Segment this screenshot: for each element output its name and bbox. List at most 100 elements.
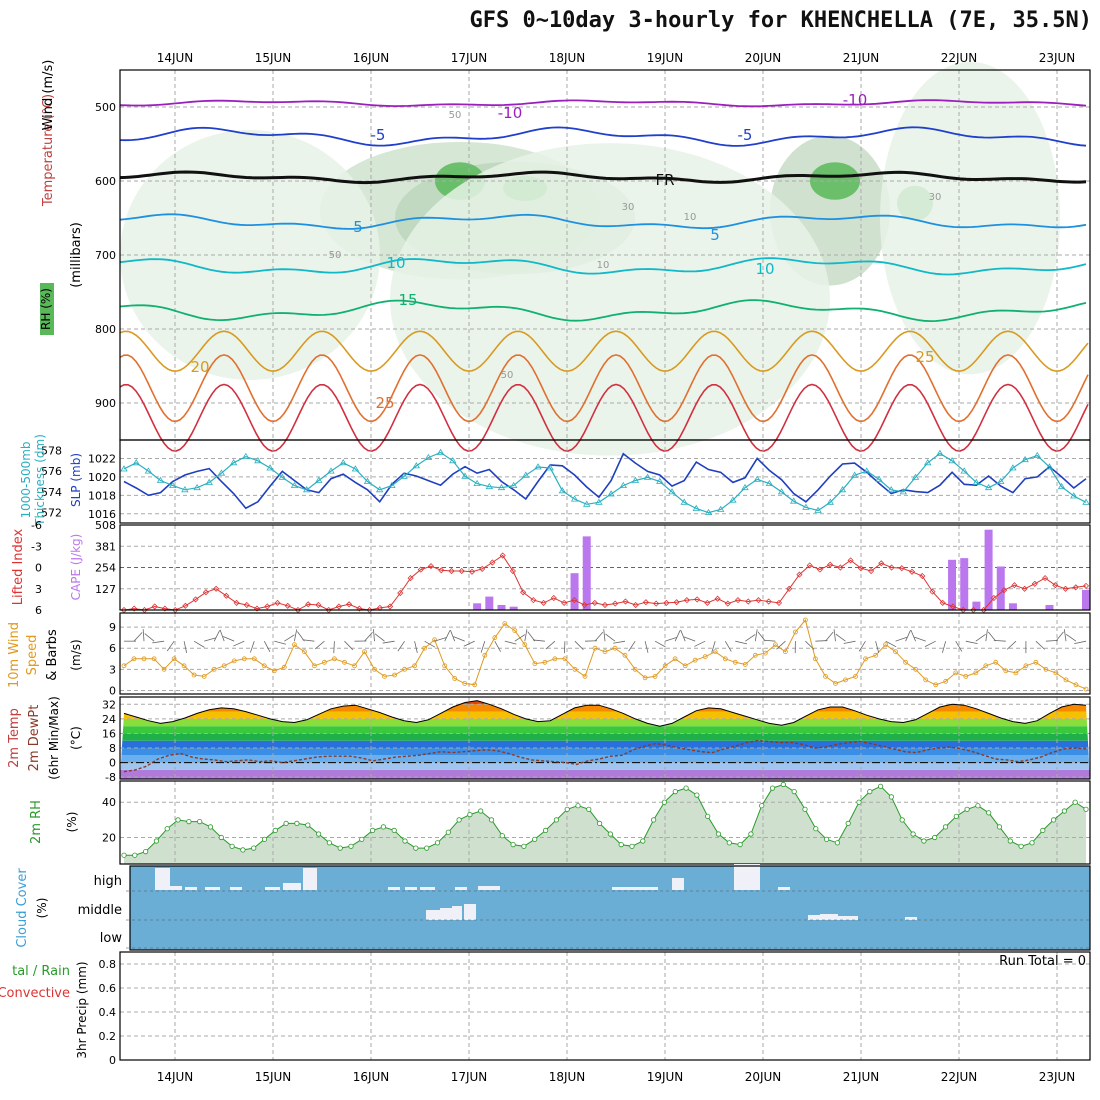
lifted-index-point: [253, 605, 261, 612]
wind-barb: [434, 637, 447, 642]
wind-speed-point: [331, 656, 337, 662]
rh-point: [845, 820, 851, 827]
rh-point: [769, 785, 776, 791]
thickness-point: [168, 481, 177, 489]
wind-barb: [603, 629, 606, 642]
lifted-index-point: [745, 598, 752, 605]
lifted-index-point: [868, 567, 875, 575]
rh-point: [650, 817, 657, 823]
thickness-point: [741, 483, 749, 491]
isotherm-FR: [119, 170, 1087, 185]
wind-barb: [545, 640, 556, 650]
rh-point: [672, 788, 678, 795]
wind-ylabel-4: (m/s): [69, 639, 83, 670]
wind-barb: [724, 640, 732, 652]
rh-point: [996, 824, 1003, 830]
date-label-top: 20JUN: [745, 51, 782, 65]
wind-barb: [1063, 629, 1067, 642]
wind-barb: [885, 640, 897, 648]
thickness-point: [716, 505, 725, 512]
wind-barb: [302, 639, 315, 642]
wind-barb: [985, 629, 988, 642]
rh-area: [124, 784, 1086, 864]
contour-label: 50: [329, 250, 342, 261]
temperature-band: [120, 762, 1090, 770]
lifted-index-point: [990, 594, 997, 602]
cloud-cover-panel: high middle low Cloud Cover (%): [15, 864, 1091, 951]
contour-label: 5: [353, 218, 363, 236]
precip-ytick: 0.4: [99, 1006, 117, 1019]
cloud-middle-block: [464, 904, 476, 920]
wind-speed-point: [382, 674, 387, 679]
wind-speed-point: [231, 658, 237, 664]
cloud-high-block: [630, 887, 658, 890]
wind-speed-point: [422, 645, 428, 651]
wind-speed-point: [201, 674, 207, 679]
rh2m-panel: 20 40 2m RH (%): [29, 780, 1091, 865]
thickness-point: [339, 459, 347, 466]
rh-point: [1072, 799, 1078, 805]
wind-speed-point: [913, 666, 918, 672]
lifted-index-point: [796, 571, 803, 578]
rh-point: [305, 822, 311, 828]
contour-label: 20: [190, 358, 209, 376]
thickness-ytick: 574: [41, 486, 62, 499]
wind-barb: [374, 633, 385, 642]
wind-speed-point: [873, 652, 878, 658]
rh-point: [888, 794, 895, 800]
lifted-index-point: [233, 599, 240, 606]
contour-label: 25: [915, 348, 934, 366]
wind-barb: [204, 637, 216, 642]
wind-barb: [424, 640, 436, 648]
rh-point: [218, 834, 224, 841]
wind-speed-point: [1053, 670, 1059, 676]
lifted-index-point: [806, 562, 813, 569]
lifted-index-point: [284, 602, 291, 609]
rh-point: [402, 838, 408, 844]
date-label-bottom: 18JUN: [549, 1070, 586, 1084]
isotherm-10: [119, 257, 1087, 276]
wind-speed-point: [963, 674, 969, 679]
wind-barb: [674, 630, 681, 642]
lifted-index-point: [632, 601, 639, 609]
contour-label: 50: [501, 370, 514, 381]
temperature-band: [120, 769, 1090, 779]
wind-barb: [735, 640, 748, 645]
lifted-index-point: [694, 596, 701, 603]
temperature-band: [120, 755, 1090, 763]
thickness-point: [643, 473, 652, 480]
lifted-index-line: [123, 554, 1087, 611]
wind-speed-point: [512, 628, 518, 633]
thickness-point: [449, 457, 457, 464]
thickness-point: [753, 475, 761, 482]
wind-barb: [504, 640, 517, 645]
precip-frame: [119, 951, 1091, 1061]
cape-bar: [948, 559, 957, 610]
rh-point: [121, 852, 127, 858]
wind-barb: [219, 629, 225, 642]
temp-ylabel-3: (6hr Min/Max): [47, 696, 61, 780]
contour-label: 30: [929, 192, 942, 203]
wind-barb: [1006, 640, 1017, 650]
cloud-high-block: [155, 868, 170, 890]
cloud-high-block: [734, 864, 760, 890]
thickness-point: [607, 490, 615, 497]
rh-point: [542, 827, 549, 834]
lifted-index-point: [878, 560, 885, 567]
precip-ylabel: 3hr Precip (mm): [75, 961, 89, 1058]
contour-label: FR: [655, 171, 674, 189]
slp-ytick: 1020: [88, 471, 116, 484]
cloud-high-block: [455, 887, 467, 890]
rh-point: [424, 845, 430, 851]
rh-point: [834, 840, 841, 846]
lifted-index-point: [775, 599, 783, 606]
thickness-ylabel-2: Thickness (dm): [33, 434, 47, 527]
thickness-point: [132, 459, 140, 466]
wind-speed-point: [1063, 677, 1069, 683]
thickness-point: [814, 506, 822, 513]
rh-point: [737, 841, 743, 848]
rh-point: [251, 845, 257, 851]
rh-point: [478, 808, 484, 814]
wind-speed-point: [933, 682, 939, 688]
